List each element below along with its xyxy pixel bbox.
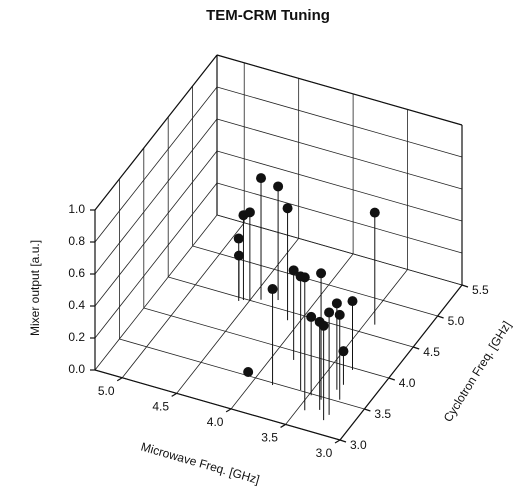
y-tick-label: 5.0 bbox=[448, 314, 465, 328]
x-tick bbox=[280, 423, 286, 428]
data-point bbox=[256, 173, 267, 184]
y-tick-label: 3.5 bbox=[374, 407, 391, 421]
x-tick bbox=[225, 408, 232, 413]
x-axis-label: Microwave Freq. [GHz] bbox=[139, 440, 261, 487]
grid-line bbox=[143, 307, 389, 379]
data-point bbox=[267, 284, 278, 295]
data-point bbox=[299, 272, 310, 283]
y-tick bbox=[413, 346, 420, 350]
data-point bbox=[338, 346, 349, 357]
z-tick-label: 0.0 bbox=[68, 362, 85, 376]
axis-edge bbox=[94, 369, 341, 441]
grid-line bbox=[216, 182, 463, 254]
x-tick bbox=[171, 392, 177, 397]
y-tick-label: 4.0 bbox=[399, 376, 416, 390]
z-tick-label: 0.2 bbox=[68, 330, 85, 344]
x-tick-label: 4.5 bbox=[152, 400, 169, 414]
data-point bbox=[369, 207, 380, 218]
data-point bbox=[316, 268, 327, 279]
grid-line bbox=[216, 86, 463, 158]
x-tick-label: 3.0 bbox=[316, 446, 333, 460]
grid-line bbox=[216, 118, 463, 190]
grid-line bbox=[94, 86, 218, 243]
x-tick bbox=[334, 439, 341, 444]
data-point bbox=[306, 311, 317, 322]
data-point bbox=[334, 309, 345, 320]
y-tick-label: 5.5 bbox=[472, 283, 489, 297]
z-axis-label: Mixer output [a.u.] bbox=[28, 240, 42, 336]
z-tick-label: 0.8 bbox=[68, 234, 85, 248]
y-tick bbox=[339, 439, 347, 443]
data-point bbox=[324, 307, 335, 318]
data-point bbox=[331, 298, 342, 309]
grid-line bbox=[285, 269, 408, 425]
grid-line bbox=[94, 118, 218, 275]
x-tick bbox=[116, 377, 123, 382]
data-point bbox=[273, 181, 284, 192]
axis-edge bbox=[94, 54, 218, 211]
grid-line bbox=[121, 222, 245, 379]
grid-line bbox=[119, 338, 365, 410]
axis-edge bbox=[216, 54, 463, 126]
chart-title: TEM-CRM Tuning bbox=[206, 7, 330, 24]
y-axis-label: Cyclotron Freq. [GHz] bbox=[441, 319, 514, 425]
data-point bbox=[244, 207, 255, 218]
grid-line bbox=[168, 276, 414, 348]
grid-line bbox=[94, 182, 218, 339]
x-tick-label: 5.0 bbox=[98, 384, 115, 398]
grid-line bbox=[94, 150, 218, 307]
data-point bbox=[282, 203, 293, 214]
grid-line bbox=[230, 253, 354, 410]
grid-line bbox=[192, 245, 438, 317]
x-tick-label: 4.0 bbox=[207, 415, 224, 429]
grid-line bbox=[94, 214, 218, 371]
z-tick-label: 1.0 bbox=[68, 202, 85, 216]
data-point bbox=[233, 233, 244, 244]
data-point bbox=[243, 366, 254, 377]
y-tick bbox=[461, 284, 469, 288]
grid-line bbox=[176, 238, 299, 394]
y-tick bbox=[364, 408, 371, 412]
y-tick-label: 3.0 bbox=[350, 438, 367, 452]
grid-line bbox=[216, 214, 463, 286]
y-tick bbox=[437, 315, 444, 319]
data-point bbox=[233, 250, 244, 261]
grid-line bbox=[216, 150, 463, 222]
data-point bbox=[318, 320, 329, 331]
data-point bbox=[288, 265, 299, 276]
y-tick-label: 4.5 bbox=[423, 345, 440, 359]
y-tick bbox=[388, 377, 395, 381]
z-tick-label: 0.6 bbox=[68, 266, 85, 280]
z-tick-label: 0.4 bbox=[68, 298, 85, 312]
x-tick-label: 3.5 bbox=[261, 431, 278, 445]
axis-edge bbox=[339, 284, 463, 441]
data-point bbox=[347, 296, 358, 307]
